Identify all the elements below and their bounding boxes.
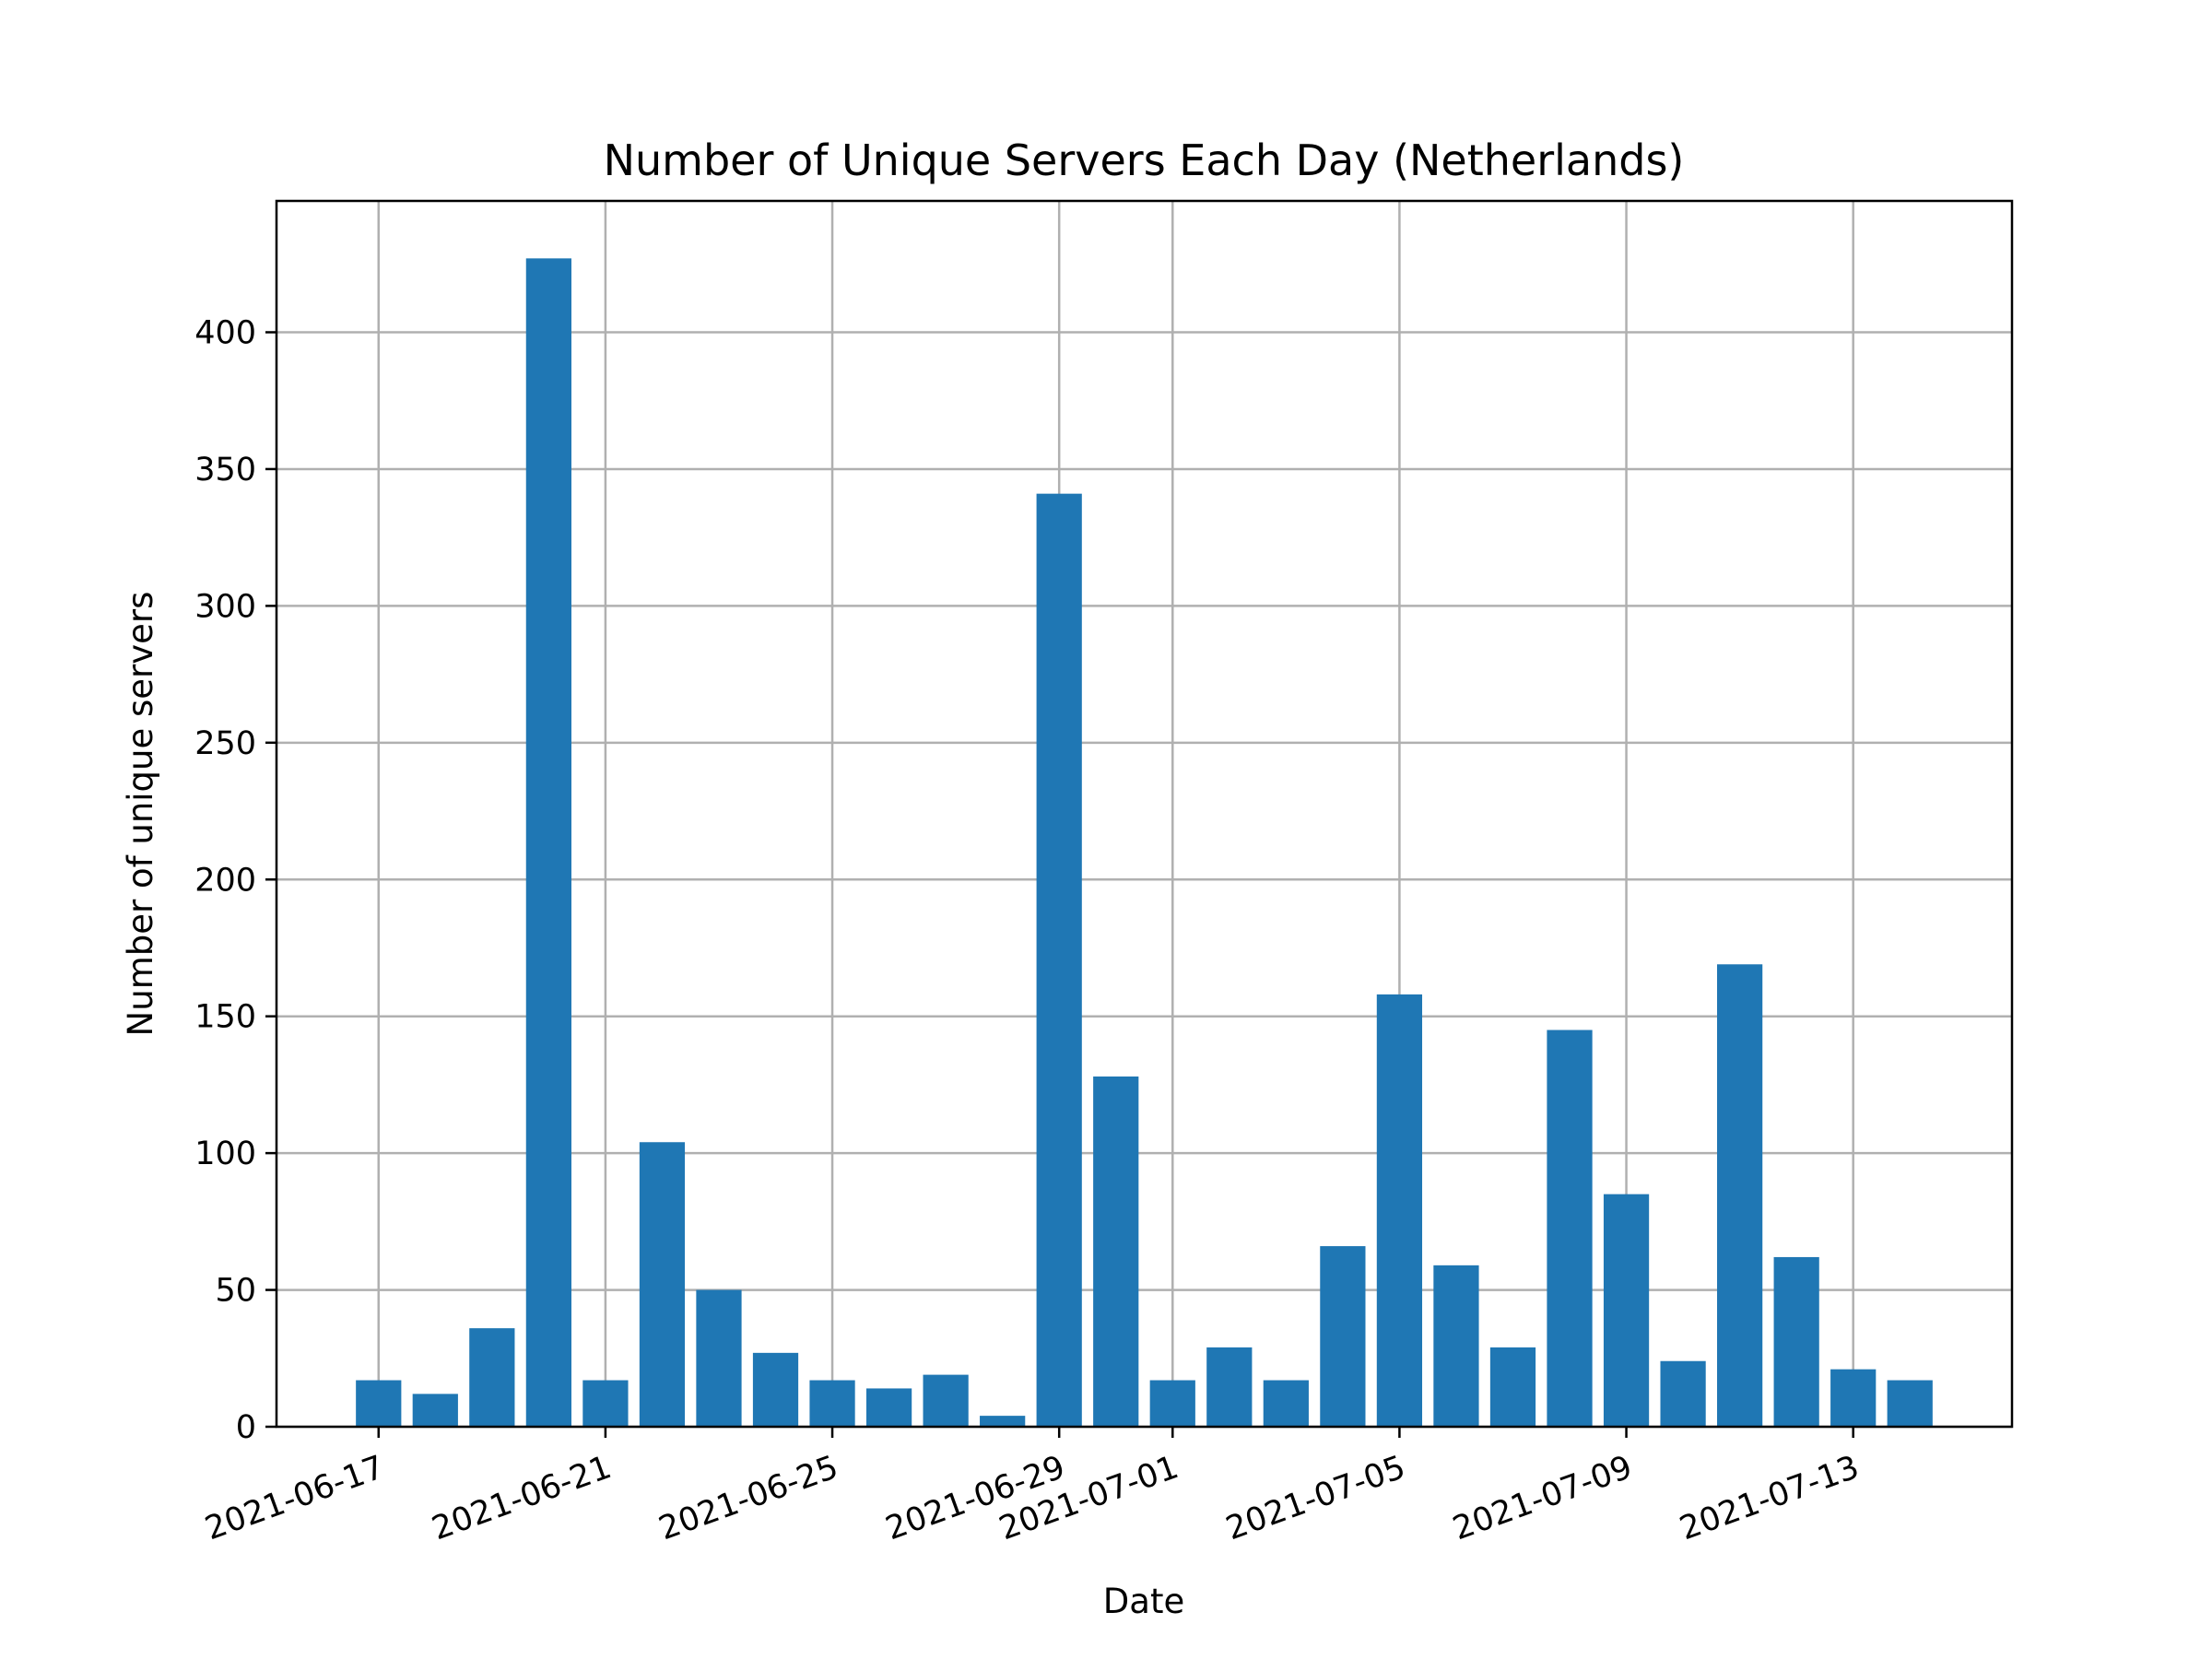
bar-2021-07-03	[1263, 1380, 1309, 1427]
bar-2021-07-09	[1603, 1194, 1650, 1427]
chart-title: Number of Unique Servers Each Day (Nethe…	[604, 135, 1685, 185]
bar-2021-06-25	[809, 1380, 855, 1427]
bar-2021-06-17	[356, 1380, 402, 1427]
y-tick-label: 300	[194, 588, 256, 625]
y-tick-label: 350	[194, 452, 256, 488]
y-tick-label: 200	[194, 862, 256, 899]
bar-2021-07-05	[1376, 994, 1423, 1427]
bar-2021-06-29	[1036, 493, 1082, 1427]
bar-2021-07-06	[1433, 1265, 1479, 1427]
axes-frame	[275, 199, 2014, 1429]
bar-2021-07-01	[1149, 1380, 1195, 1427]
bar-2021-07-08	[1547, 1030, 1593, 1427]
bar-2021-07-12	[1773, 1256, 1819, 1427]
bar-2021-06-18	[412, 1394, 458, 1427]
y-tick-label: 0	[236, 1409, 256, 1446]
y-tick-label: 250	[194, 725, 256, 762]
bar-2021-06-21	[582, 1380, 629, 1427]
bar-2021-07-11	[1717, 964, 1763, 1427]
y-tick-label: 150	[194, 999, 256, 1036]
bar-2021-06-27	[923, 1374, 969, 1427]
bar-2021-07-10	[1660, 1360, 1706, 1427]
bar-2021-07-02	[1206, 1347, 1253, 1427]
bar-2021-07-14	[1887, 1380, 1933, 1427]
y-tick-label: 50	[215, 1273, 256, 1310]
bar-2021-06-22	[639, 1142, 686, 1427]
bar-2021-06-20	[525, 258, 571, 1427]
bar-2021-06-24	[752, 1352, 799, 1427]
bar-2021-06-28	[980, 1416, 1026, 1427]
bars	[356, 258, 1933, 1427]
y-tick-label: 400	[194, 315, 256, 352]
bar-2021-07-07	[1489, 1347, 1536, 1427]
bar-2021-06-26	[865, 1388, 912, 1427]
y-axis-label: Number of unique servers	[121, 592, 160, 1037]
x-axis-label: Date	[1103, 1582, 1184, 1621]
bar-2021-07-04	[1320, 1246, 1366, 1427]
bar-2021-07-13	[1830, 1369, 1877, 1427]
bar-2021-06-19	[469, 1328, 515, 1427]
bar-2021-06-23	[696, 1289, 742, 1427]
y-tick-label: 100	[194, 1135, 256, 1172]
bar-2021-06-30	[1093, 1077, 1139, 1427]
